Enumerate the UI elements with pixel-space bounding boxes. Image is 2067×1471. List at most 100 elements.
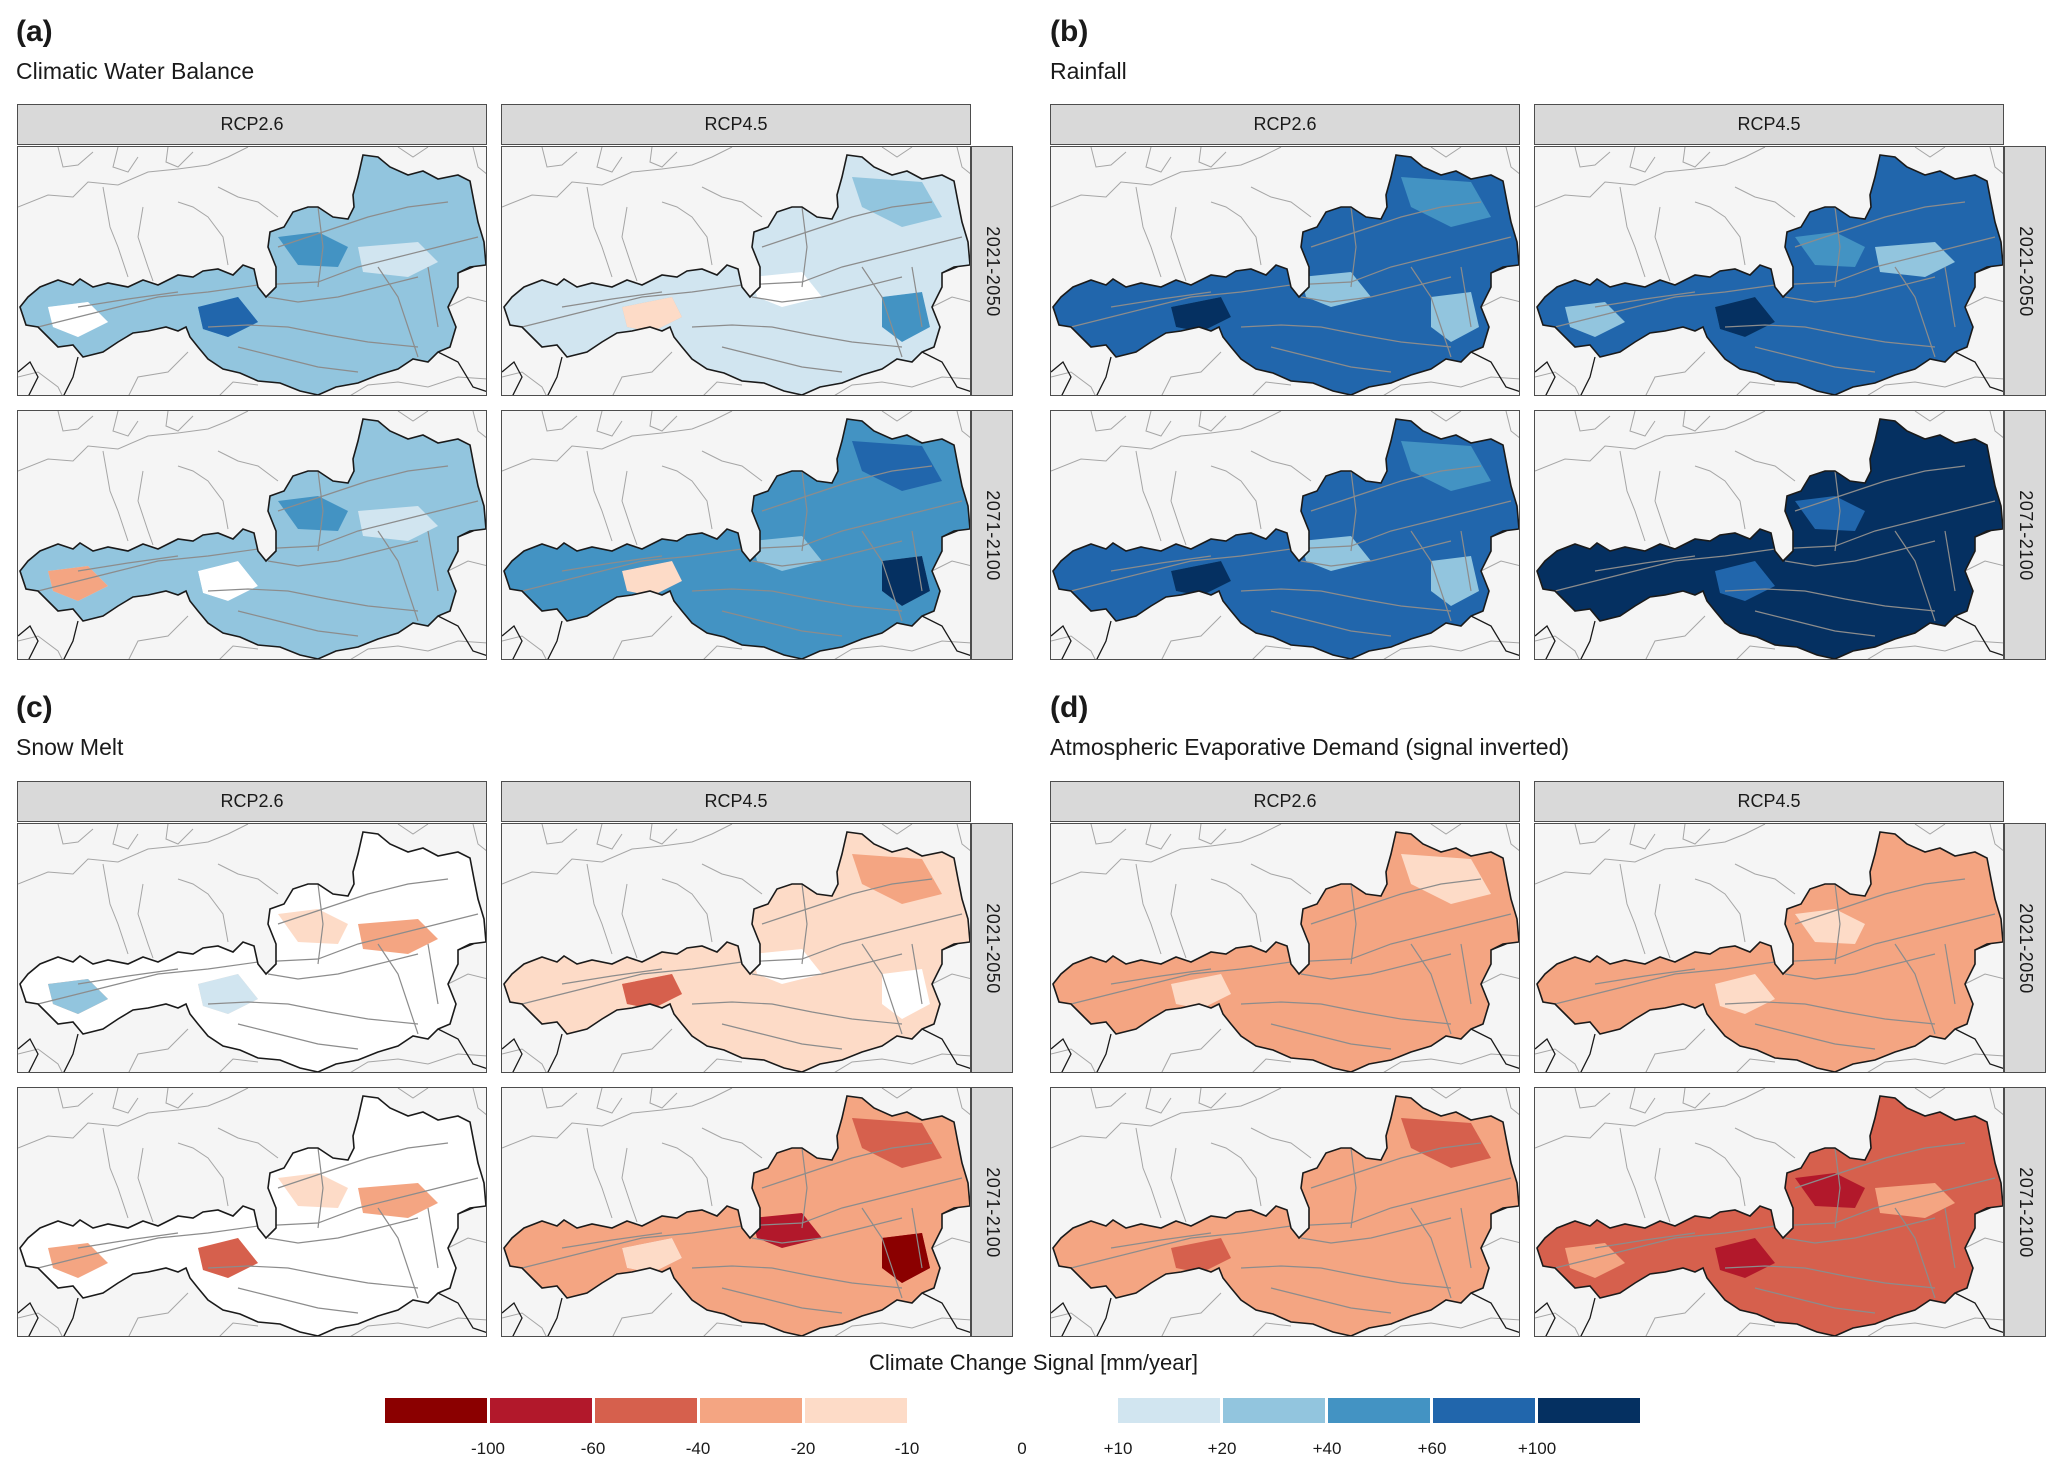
neighbor-boundary xyxy=(703,1058,743,1072)
neighbor-boundary xyxy=(177,878,229,943)
austria-outline xyxy=(503,1095,970,1336)
neighbor-boundary xyxy=(1645,351,1706,395)
river-line xyxy=(1784,276,1936,303)
neighbor-boundary xyxy=(217,186,279,218)
country-boundary xyxy=(1051,624,1072,659)
river-line xyxy=(1754,1023,1876,1050)
legend-swatch xyxy=(700,1398,802,1423)
neighbor-boundary xyxy=(1090,1088,1127,1109)
signal-fill-dominant xyxy=(20,832,486,1072)
neighbor-boundary xyxy=(112,1088,139,1114)
signal-fill-dominant xyxy=(1537,419,2003,659)
neighbor-boundary xyxy=(1252,645,1292,659)
country-boundary xyxy=(1096,1297,1112,1336)
river-line xyxy=(1894,943,1936,1035)
austria-outline xyxy=(1536,154,2003,395)
river-line xyxy=(801,470,808,552)
neighbor-boundary xyxy=(1170,206,1187,282)
neighbor-boundary xyxy=(1210,1142,1262,1207)
neighbor-boundary xyxy=(18,411,249,472)
neighbor-boundary xyxy=(137,470,154,546)
neighbor-boundary xyxy=(1170,470,1187,546)
legend-swatch xyxy=(1538,1398,1640,1423)
legend-swatch xyxy=(490,1398,592,1423)
neighbor-boundary xyxy=(1051,147,1282,208)
neighbor-boundary xyxy=(1734,186,1796,218)
river-line xyxy=(1270,610,1392,637)
neighbor-boundary xyxy=(1535,1312,1580,1336)
legend-tick-label: -60 xyxy=(580,1439,606,1458)
signal-patch xyxy=(852,1118,942,1168)
neighbor-boundary xyxy=(137,1147,154,1223)
neighbor-boundary xyxy=(219,645,259,659)
neighbor-boundary xyxy=(128,351,189,395)
neighbor-boundary xyxy=(1505,824,1519,852)
river-line xyxy=(1460,266,1472,328)
country-boundary xyxy=(1470,1028,1519,1070)
river-line xyxy=(277,465,449,512)
legend-tick-label: -20 xyxy=(790,1439,816,1458)
neighbor-boundary xyxy=(649,147,678,168)
river-line xyxy=(801,1147,808,1229)
neighbor-boundary xyxy=(18,371,63,395)
neighbor-boundary xyxy=(1964,1237,2003,1249)
neighbor-boundary xyxy=(661,1142,713,1207)
river-line xyxy=(1240,324,1452,348)
neighbor-boundary xyxy=(1734,863,1796,895)
river-line xyxy=(377,530,419,622)
neighbor-boundary xyxy=(661,201,713,266)
river-line xyxy=(1300,540,1452,567)
river-line xyxy=(1794,465,1966,512)
neighbor-boundary xyxy=(1535,1088,1766,1149)
river-line xyxy=(721,346,843,373)
country-boundary xyxy=(502,624,523,659)
river-line xyxy=(1410,266,1452,358)
map-d-rcp45-2071-2100 xyxy=(1534,1087,2004,1337)
river-line xyxy=(237,610,359,637)
neighbor-boundary xyxy=(102,1127,129,1219)
neighbor-boundary xyxy=(447,973,486,985)
legend-tick-label: +60 xyxy=(1417,1439,1447,1458)
river-line xyxy=(1270,1023,1392,1050)
river-line xyxy=(427,943,439,1005)
neighbor-boundary xyxy=(502,371,547,395)
austria-outline xyxy=(1052,418,1519,659)
neighbor-boundary xyxy=(1145,824,1172,850)
neighbor-boundary xyxy=(350,640,486,659)
neighbor-boundary xyxy=(701,450,763,482)
river-line xyxy=(237,346,359,373)
signal-patch xyxy=(358,1183,438,1218)
neighbor-boundary xyxy=(649,411,678,432)
neighbor-boundary xyxy=(1161,615,1222,659)
austria-outline xyxy=(1536,1095,2003,1336)
river-line xyxy=(1944,1207,1956,1269)
neighbor-boundary xyxy=(397,1088,429,1099)
legend-title: Climate Change Signal [mm/year] xyxy=(869,1350,1198,1375)
neighbor-boundary xyxy=(57,1088,94,1109)
neighbor-boundary xyxy=(586,450,613,542)
neighbor-boundary xyxy=(1250,450,1312,482)
neighbor-boundary xyxy=(1654,206,1671,282)
neighbor-boundary xyxy=(596,824,623,850)
neighbor-boundary xyxy=(472,1088,486,1116)
neighbor-boundary xyxy=(165,1088,194,1109)
country-boundary xyxy=(1535,624,1556,659)
neighbor-boundary xyxy=(1198,147,1227,168)
river-line xyxy=(761,878,933,925)
river-line xyxy=(267,953,419,980)
river-line xyxy=(1460,1207,1472,1269)
neighbor-boundary xyxy=(1198,824,1227,845)
signal-patch xyxy=(1171,974,1231,1009)
signal-patch xyxy=(1875,1183,1955,1218)
country-boundary xyxy=(18,360,39,395)
river-line xyxy=(1794,878,1966,925)
neighbor-boundary xyxy=(502,824,733,885)
neighbor-boundary xyxy=(1619,450,1646,542)
neighbor-boundary xyxy=(502,1088,733,1149)
river-line xyxy=(1894,530,1936,622)
map-b-rcp45-2071-2100 xyxy=(1534,410,2004,660)
legend-tick-label: +100 xyxy=(1517,1439,1557,1458)
river-line xyxy=(1794,201,1966,248)
river-line xyxy=(761,1142,933,1189)
neighbor-boundary xyxy=(1867,376,2003,395)
